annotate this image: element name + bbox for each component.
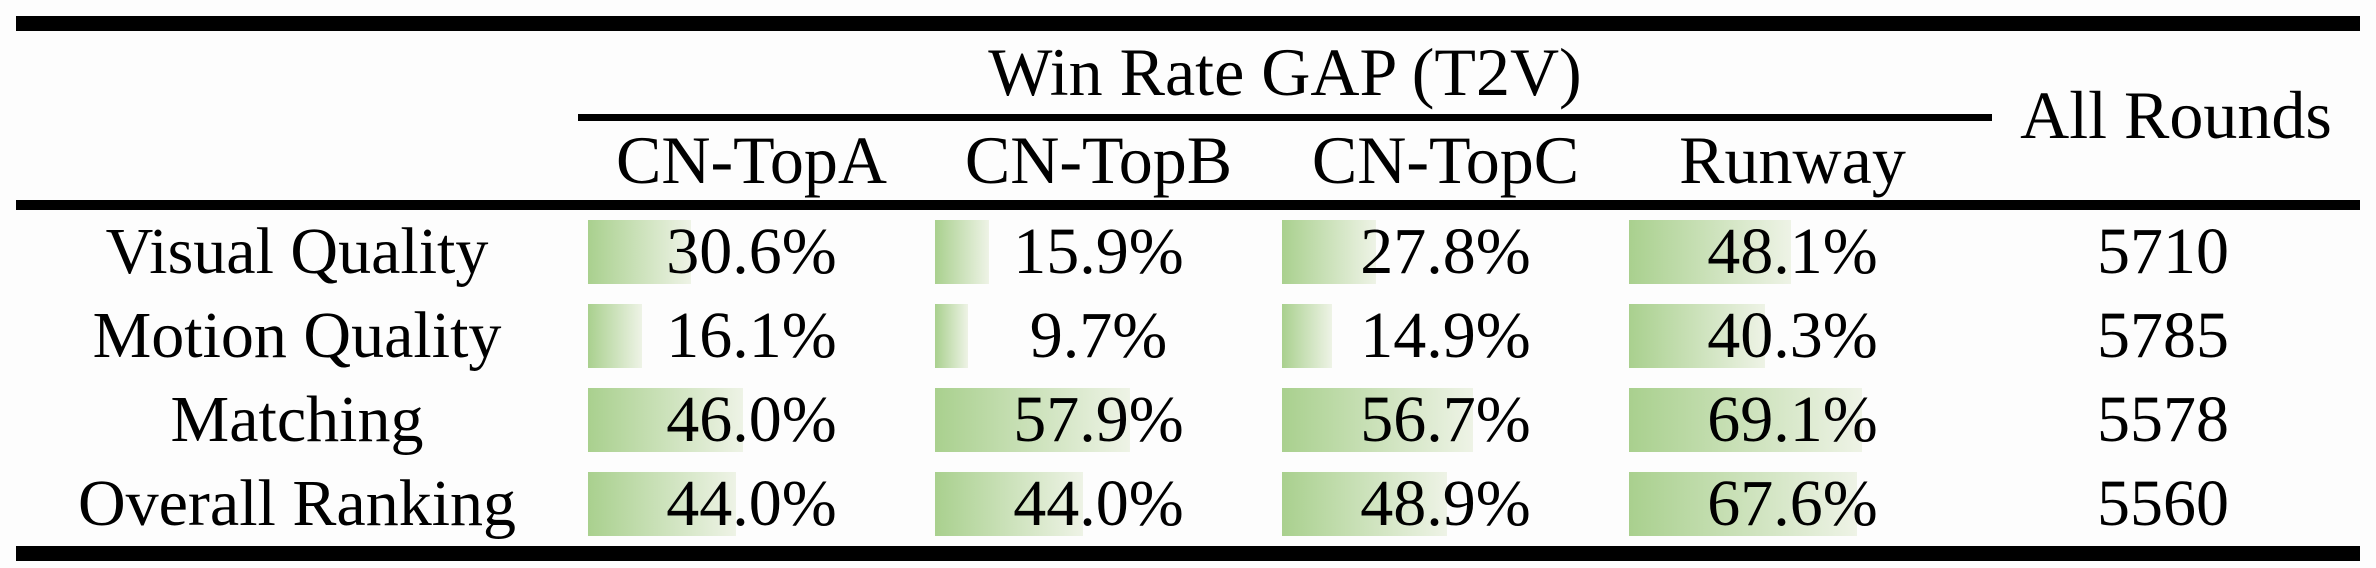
row-label: Matching	[170, 383, 424, 456]
win-rate-value: 44.0%	[666, 467, 837, 540]
win-rate-cell: 48.1%	[1619, 210, 1966, 294]
win-rate-cell: 48.9%	[1272, 462, 1619, 546]
data-bar	[935, 220, 989, 284]
win-rate-value: 30.6%	[666, 215, 837, 288]
table-row: Motion Quality 16.1% 9.7% 14.9% 40.3% 57…	[16, 294, 2360, 378]
data-bar	[588, 388, 743, 452]
column-header-all-rounds: All Rounds	[2020, 77, 2332, 153]
win-rate-value: 48.9%	[1360, 467, 1531, 540]
win-rate-value: 40.3%	[1707, 299, 1878, 372]
win-rate-value: 16.1%	[666, 299, 837, 372]
win-rate-cell: 44.0%	[578, 462, 925, 546]
win-rate-value: 46.0%	[666, 383, 837, 456]
all-rounds-cell: 5560	[2097, 467, 2229, 540]
table: Win Rate GAP (T2V) CN-TopA CN-TopB CN-To…	[16, 16, 2360, 561]
data-bar	[588, 220, 691, 284]
all-rounds-cell: 5710	[2097, 215, 2229, 288]
data-bar	[1629, 304, 1765, 368]
data-bar	[588, 304, 642, 368]
win-rate-value: 69.1%	[1707, 383, 1878, 456]
header-body-rule	[16, 200, 2360, 210]
all-rounds-cell: 5578	[2097, 383, 2229, 456]
column-header-runway: Runway	[1679, 122, 1906, 198]
top-rule	[16, 16, 2360, 31]
win-rate-cell: 27.8%	[1272, 210, 1619, 294]
win-rate-cell: 14.9%	[1272, 294, 1619, 378]
win-rate-value: 14.9%	[1360, 299, 1531, 372]
data-bar	[1629, 472, 1857, 536]
win-rate-value: 48.1%	[1707, 215, 1878, 288]
table-row: Matching 46.0% 57.9% 56.7% 69.1% 5578	[16, 378, 2360, 462]
table-row: Overall Ranking 44.0% 44.0% 48.9% 67.6% …	[16, 462, 2360, 546]
data-bar	[1629, 220, 1791, 284]
win-rate-cell: 46.0%	[578, 378, 925, 462]
data-bar	[1282, 304, 1332, 368]
data-bar	[1629, 388, 1862, 452]
win-rate-cell: 56.7%	[1272, 378, 1619, 462]
column-header-row: CN-TopA CN-TopB CN-TopC Runway	[578, 121, 1966, 200]
data-bar	[935, 388, 1130, 452]
data-bar	[1282, 388, 1473, 452]
win-rate-value: 57.9%	[1013, 383, 1184, 456]
win-rate-value: 67.6%	[1707, 467, 1878, 540]
win-rate-cell: 44.0%	[925, 462, 1272, 546]
row-label: Motion Quality	[92, 299, 502, 372]
win-rate-cell: 15.9%	[925, 210, 1272, 294]
win-rate-cell: 69.1%	[1619, 378, 1966, 462]
column-header-cn-topa: CN-TopA	[615, 122, 887, 198]
row-label: Overall Ranking	[77, 467, 517, 540]
header-group: Win Rate GAP (T2V) CN-TopA CN-TopB CN-To…	[578, 31, 1992, 200]
win-rate-cell: 40.3%	[1619, 294, 1966, 378]
win-rate-cell: 16.1%	[578, 294, 925, 378]
column-header-cn-topb: CN-TopB	[964, 122, 1233, 198]
win-rate-cell: 9.7%	[925, 294, 1272, 378]
data-bar	[1282, 472, 1447, 536]
win-rate-value: 56.7%	[1360, 383, 1531, 456]
win-rate-cell: 57.9%	[925, 378, 1272, 462]
data-bar	[588, 472, 736, 536]
group-header-title: Win Rate GAP (T2V)	[988, 34, 1582, 110]
win-rate-cell: 67.6%	[1619, 462, 1966, 546]
win-rate-value: 15.9%	[1013, 215, 1184, 288]
win-rate-value: 44.0%	[1013, 467, 1184, 540]
column-header-cn-topc: CN-TopC	[1311, 122, 1580, 198]
table-row: Visual Quality 30.6% 15.9% 27.8% 48.1% 5…	[16, 210, 2360, 294]
bottom-rule	[16, 546, 2360, 561]
win-rate-value: 9.7%	[1029, 299, 1168, 372]
group-header-rule	[578, 114, 1992, 121]
win-rate-value: 27.8%	[1360, 215, 1531, 288]
data-bar	[935, 472, 1083, 536]
data-bar	[935, 304, 968, 368]
win-rate-cell: 30.6%	[578, 210, 925, 294]
data-bar	[1282, 220, 1376, 284]
header-empty-corner	[16, 31, 578, 200]
all-rounds-cell: 5785	[2097, 299, 2229, 372]
row-label: Visual Quality	[105, 215, 489, 288]
table-header: Win Rate GAP (T2V) CN-TopA CN-TopB CN-To…	[16, 31, 2360, 200]
